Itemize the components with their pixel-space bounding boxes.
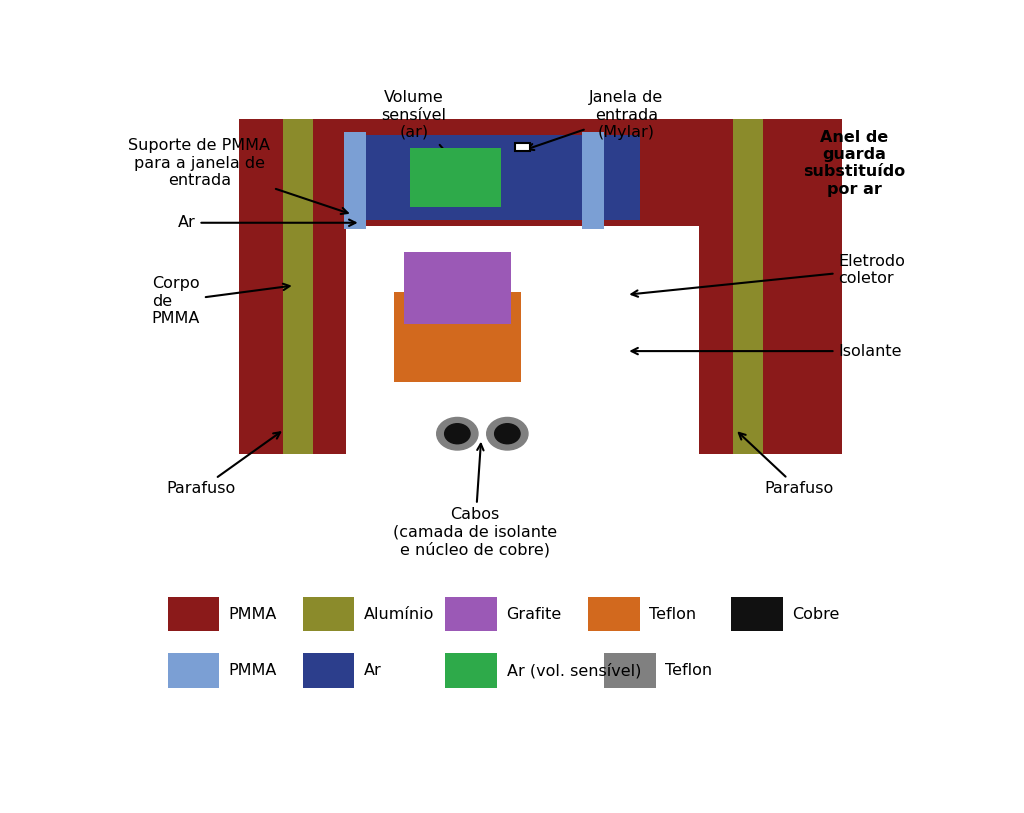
Bar [515, 142, 529, 150]
Text: Suporte de PMMA
para a janela de
entrada: Suporte de PMMA para a janela de entrada [128, 138, 348, 214]
Text: Parafuso: Parafuso [739, 433, 834, 496]
Text: Cobre: Cobre [793, 606, 840, 621]
Text: Ar (vol. sensível): Ar (vol. sensível) [507, 663, 641, 678]
Bar [733, 120, 763, 454]
Text: Janela de
entrada
(Mylar): Janela de entrada (Mylar) [527, 90, 664, 150]
Bar [404, 252, 511, 324]
Circle shape [436, 417, 478, 450]
Bar [445, 653, 497, 688]
Text: Cabos
(camada de isolante
e núcleo de cobre): Cabos (camada de isolante e núcleo de co… [393, 444, 557, 558]
Bar [445, 597, 497, 631]
Circle shape [495, 424, 520, 444]
Circle shape [486, 417, 528, 450]
Bar [582, 132, 604, 229]
Bar [303, 597, 354, 631]
Text: Eletrodo
coletor: Eletrodo coletor [632, 254, 905, 297]
Text: Anel de
guarda
substituído
por ar: Anel de guarda substituído por ar [803, 130, 905, 197]
Text: Corpo
de
PMMA: Corpo de PMMA [152, 276, 290, 326]
Text: Ar: Ar [364, 663, 382, 678]
Text: Volume
sensível
(ar): Volume sensível (ar) [381, 90, 453, 159]
Circle shape [444, 424, 470, 444]
Bar [283, 120, 313, 454]
Text: PMMA: PMMA [228, 606, 278, 621]
Bar [240, 120, 843, 454]
Text: Ar: Ar [178, 215, 355, 230]
Bar [168, 653, 219, 688]
Bar [410, 148, 501, 207]
Bar [731, 597, 782, 631]
Text: Isolante: Isolante [632, 344, 902, 359]
Text: PMMA: PMMA [228, 663, 278, 678]
Bar [394, 292, 521, 382]
Text: Teflon: Teflon [666, 663, 713, 678]
Bar [362, 135, 640, 220]
Bar [344, 132, 367, 229]
Bar [303, 653, 354, 688]
Text: Teflon: Teflon [649, 606, 696, 621]
Bar [346, 226, 699, 454]
Text: Alumínio: Alumínio [364, 606, 434, 621]
Text: Grafite: Grafite [507, 606, 562, 621]
Text: Parafuso: Parafuso [166, 433, 281, 496]
Bar [588, 597, 640, 631]
Bar [604, 653, 655, 688]
Bar [168, 597, 219, 631]
